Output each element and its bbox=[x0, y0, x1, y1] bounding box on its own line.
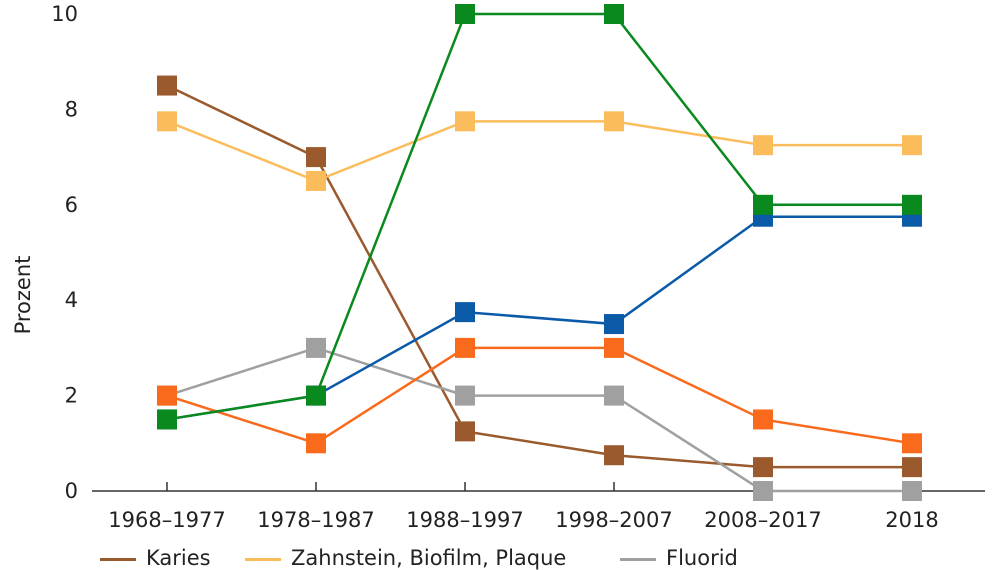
data-point-marker bbox=[753, 409, 773, 430]
series-2 bbox=[157, 337, 922, 501]
data-point-marker bbox=[902, 135, 922, 156]
legend-swatch bbox=[100, 557, 136, 561]
data-point-marker bbox=[306, 147, 326, 168]
legend-swatch bbox=[245, 557, 281, 561]
legend-item-fluorid: Fluorid bbox=[620, 546, 738, 570]
data-point-marker bbox=[455, 4, 475, 24]
series-line bbox=[166, 84, 912, 469]
y-tick-label: 8 bbox=[65, 97, 78, 121]
data-point-marker bbox=[157, 111, 177, 132]
series-0 bbox=[157, 75, 922, 478]
y-tick-label: 0 bbox=[65, 479, 78, 503]
x-tick-label: 1968–1977 bbox=[108, 508, 225, 532]
x-tick-label: 1978–1987 bbox=[257, 508, 374, 532]
data-point-marker bbox=[604, 111, 624, 132]
data-point-marker bbox=[902, 457, 922, 478]
series-line bbox=[166, 120, 912, 183]
data-point-marker bbox=[455, 421, 475, 442]
series-5 bbox=[157, 337, 922, 454]
series-1 bbox=[157, 111, 922, 191]
data-point-marker bbox=[902, 194, 922, 215]
data-point-marker bbox=[157, 409, 177, 430]
data-point-marker bbox=[455, 111, 475, 132]
series-line bbox=[166, 346, 912, 493]
data-point-marker bbox=[306, 385, 326, 406]
data-point-marker bbox=[902, 481, 922, 501]
data-point-marker bbox=[753, 481, 773, 501]
data-point-marker bbox=[455, 302, 475, 323]
data-point-marker bbox=[306, 433, 326, 454]
legend-label: Fluorid bbox=[666, 546, 738, 570]
data-point-marker bbox=[306, 170, 326, 191]
legend-item-zahnstein: Zahnstein, Biofilm, Plaque bbox=[245, 546, 566, 570]
data-point-marker bbox=[753, 194, 773, 215]
y-tick-label: 2 bbox=[65, 384, 78, 408]
legend-label: Zahnstein, Biofilm, Plaque bbox=[291, 546, 567, 570]
x-tick-label: 2018 bbox=[885, 508, 938, 532]
legend-label: Karies bbox=[146, 546, 211, 570]
data-point-marker bbox=[604, 385, 624, 406]
data-point-marker bbox=[455, 337, 475, 358]
y-tick-label: 4 bbox=[65, 288, 78, 312]
data-point-marker bbox=[604, 445, 624, 466]
data-point-marker bbox=[306, 337, 326, 358]
data-point-marker bbox=[753, 135, 773, 156]
x-tick-label: 1988–1997 bbox=[406, 508, 523, 532]
legend-item-karies: Karies bbox=[100, 546, 211, 570]
data-point-marker bbox=[157, 385, 177, 406]
series-3 bbox=[157, 4, 922, 430]
data-point-marker bbox=[604, 337, 624, 358]
legend-swatch bbox=[620, 557, 656, 561]
data-point-marker bbox=[902, 433, 922, 454]
data-point-marker bbox=[604, 314, 624, 335]
data-point-marker bbox=[604, 4, 624, 24]
x-tick-label: 1998–2007 bbox=[555, 508, 672, 532]
data-point-marker bbox=[753, 457, 773, 478]
y-axis-label: Prozent bbox=[11, 256, 35, 335]
y-tick-label: 6 bbox=[65, 193, 78, 217]
series-line bbox=[166, 346, 913, 445]
data-point-marker bbox=[157, 75, 177, 96]
x-tick-label: 2008–2017 bbox=[704, 508, 821, 532]
y-tick-label: 10 bbox=[51, 2, 78, 26]
data-point-marker bbox=[455, 385, 475, 406]
series-line bbox=[166, 12, 912, 421]
series-line bbox=[166, 215, 912, 421]
